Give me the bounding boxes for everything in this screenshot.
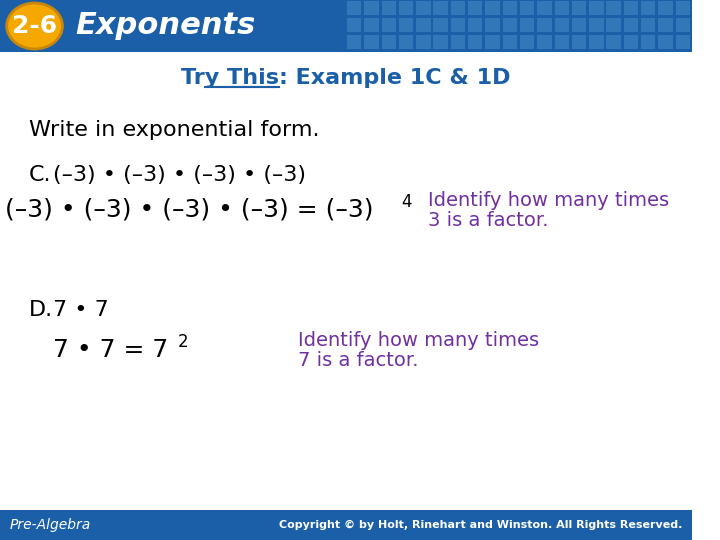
FancyBboxPatch shape	[364, 18, 379, 32]
FancyBboxPatch shape	[347, 35, 361, 49]
FancyBboxPatch shape	[658, 1, 672, 15]
FancyBboxPatch shape	[382, 18, 396, 32]
FancyBboxPatch shape	[624, 18, 638, 32]
FancyBboxPatch shape	[485, 35, 500, 49]
FancyBboxPatch shape	[451, 18, 465, 32]
FancyBboxPatch shape	[416, 18, 431, 32]
FancyBboxPatch shape	[468, 35, 482, 49]
FancyBboxPatch shape	[416, 35, 431, 49]
FancyBboxPatch shape	[554, 35, 569, 49]
Text: (–3) • (–3) • (–3) • (–3) = (–3): (–3) • (–3) • (–3) • (–3) = (–3)	[5, 198, 373, 222]
FancyBboxPatch shape	[606, 18, 621, 32]
Text: C.: C.	[29, 165, 51, 185]
FancyBboxPatch shape	[624, 1, 638, 15]
FancyBboxPatch shape	[675, 18, 690, 32]
Text: 4: 4	[402, 193, 413, 211]
Text: (–3) • (–3) • (–3) • (–3): (–3) • (–3) • (–3) • (–3)	[53, 165, 306, 185]
FancyBboxPatch shape	[537, 1, 552, 15]
FancyBboxPatch shape	[641, 35, 655, 49]
FancyBboxPatch shape	[0, 510, 692, 540]
Ellipse shape	[6, 3, 63, 49]
Text: 7 is a factor.: 7 is a factor.	[298, 350, 418, 369]
FancyBboxPatch shape	[572, 18, 586, 32]
FancyBboxPatch shape	[554, 1, 569, 15]
Text: Try This: Example 1C & 1D: Try This: Example 1C & 1D	[181, 68, 510, 88]
FancyBboxPatch shape	[433, 18, 448, 32]
FancyBboxPatch shape	[520, 1, 534, 15]
FancyBboxPatch shape	[399, 1, 413, 15]
Text: Pre-Algebra: Pre-Algebra	[9, 518, 91, 532]
FancyBboxPatch shape	[433, 1, 448, 15]
Text: 2: 2	[178, 333, 189, 351]
Text: Identify how many times: Identify how many times	[298, 330, 539, 349]
FancyBboxPatch shape	[520, 35, 534, 49]
Text: D.: D.	[29, 300, 53, 320]
FancyBboxPatch shape	[485, 1, 500, 15]
FancyBboxPatch shape	[451, 1, 465, 15]
FancyBboxPatch shape	[382, 35, 396, 49]
FancyBboxPatch shape	[572, 35, 586, 49]
FancyBboxPatch shape	[606, 1, 621, 15]
FancyBboxPatch shape	[554, 18, 569, 32]
FancyBboxPatch shape	[399, 18, 413, 32]
FancyBboxPatch shape	[624, 35, 638, 49]
FancyBboxPatch shape	[503, 35, 517, 49]
FancyBboxPatch shape	[399, 35, 413, 49]
FancyBboxPatch shape	[468, 18, 482, 32]
FancyBboxPatch shape	[503, 1, 517, 15]
Text: 2-6: 2-6	[12, 14, 57, 38]
FancyBboxPatch shape	[416, 1, 431, 15]
Text: Write in exponential form.: Write in exponential form.	[29, 120, 320, 140]
Text: 7 • 7: 7 • 7	[53, 300, 109, 320]
FancyBboxPatch shape	[675, 1, 690, 15]
FancyBboxPatch shape	[641, 18, 655, 32]
FancyBboxPatch shape	[364, 1, 379, 15]
FancyBboxPatch shape	[503, 18, 517, 32]
FancyBboxPatch shape	[364, 35, 379, 49]
FancyBboxPatch shape	[658, 35, 672, 49]
FancyBboxPatch shape	[382, 1, 396, 15]
Text: Identify how many times: Identify how many times	[428, 191, 669, 210]
FancyBboxPatch shape	[675, 35, 690, 49]
FancyBboxPatch shape	[433, 35, 448, 49]
Text: Copyright © by Holt, Rinehart and Winston. All Rights Reserved.: Copyright © by Holt, Rinehart and Winsto…	[279, 520, 683, 530]
FancyBboxPatch shape	[347, 1, 361, 15]
FancyBboxPatch shape	[589, 35, 603, 49]
FancyBboxPatch shape	[520, 18, 534, 32]
FancyBboxPatch shape	[589, 1, 603, 15]
FancyBboxPatch shape	[606, 35, 621, 49]
FancyBboxPatch shape	[589, 18, 603, 32]
FancyBboxPatch shape	[468, 1, 482, 15]
FancyBboxPatch shape	[537, 35, 552, 49]
FancyBboxPatch shape	[658, 18, 672, 32]
FancyBboxPatch shape	[572, 1, 586, 15]
FancyBboxPatch shape	[0, 0, 692, 52]
FancyBboxPatch shape	[537, 18, 552, 32]
FancyBboxPatch shape	[641, 1, 655, 15]
Text: 3 is a factor.: 3 is a factor.	[428, 211, 548, 229]
FancyBboxPatch shape	[485, 18, 500, 32]
FancyBboxPatch shape	[347, 18, 361, 32]
FancyBboxPatch shape	[451, 35, 465, 49]
Text: Exponents: Exponents	[75, 11, 255, 40]
Text: 7 • 7 = 7: 7 • 7 = 7	[53, 338, 168, 362]
